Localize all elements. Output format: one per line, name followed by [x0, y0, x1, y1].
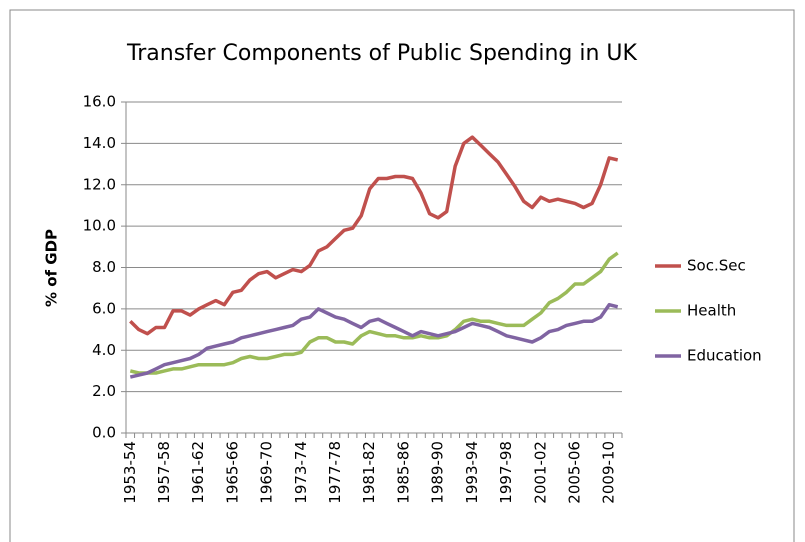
y-tick-label: 10.0 [83, 217, 116, 235]
legend-label: Education [687, 347, 762, 365]
y-tick-label: 14.0 [83, 134, 116, 152]
x-tick-label: 1965-66 [223, 441, 241, 504]
y-tick-label: 2.0 [92, 382, 116, 400]
x-tick-label: 1969-70 [258, 441, 276, 504]
x-tick-label: 2009-10 [600, 441, 618, 504]
y-tick-label: 0.0 [92, 424, 116, 442]
x-tick-label: 1973-74 [292, 441, 310, 504]
x-tick-label: 1957-58 [155, 441, 173, 504]
y-tick-label: 8.0 [92, 258, 116, 276]
x-tick-label: 1993-94 [463, 441, 481, 504]
legend-label: Soc.Sec [687, 257, 746, 275]
y-tick-label: 16.0 [83, 93, 116, 111]
x-tick-label: 1989-90 [429, 441, 447, 504]
chart-title: Transfer Components of Public Spending i… [126, 41, 637, 66]
x-tick-label: 1985-86 [394, 441, 412, 504]
y-tick-label: 4.0 [92, 341, 116, 359]
chart-border [9, 9, 795, 542]
x-tick-label: 1953-54 [121, 441, 139, 504]
x-tick-label: 1961-62 [189, 441, 207, 504]
series-line [129, 135, 619, 336]
series-line [129, 302, 619, 379]
legend-label: Health [687, 302, 736, 320]
series-line [129, 251, 619, 375]
y-axis-label: % of GDP [43, 229, 61, 307]
x-tick-label: 1981-82 [360, 441, 378, 504]
x-tick-label: 1997-98 [497, 441, 515, 504]
x-tick-label: 2001-02 [531, 441, 549, 504]
y-tick-label: 6.0 [92, 299, 116, 317]
x-tick-label: 2005-06 [565, 441, 583, 504]
y-tick-label: 12.0 [83, 175, 116, 193]
x-tick-label: 1977-78 [326, 441, 344, 504]
